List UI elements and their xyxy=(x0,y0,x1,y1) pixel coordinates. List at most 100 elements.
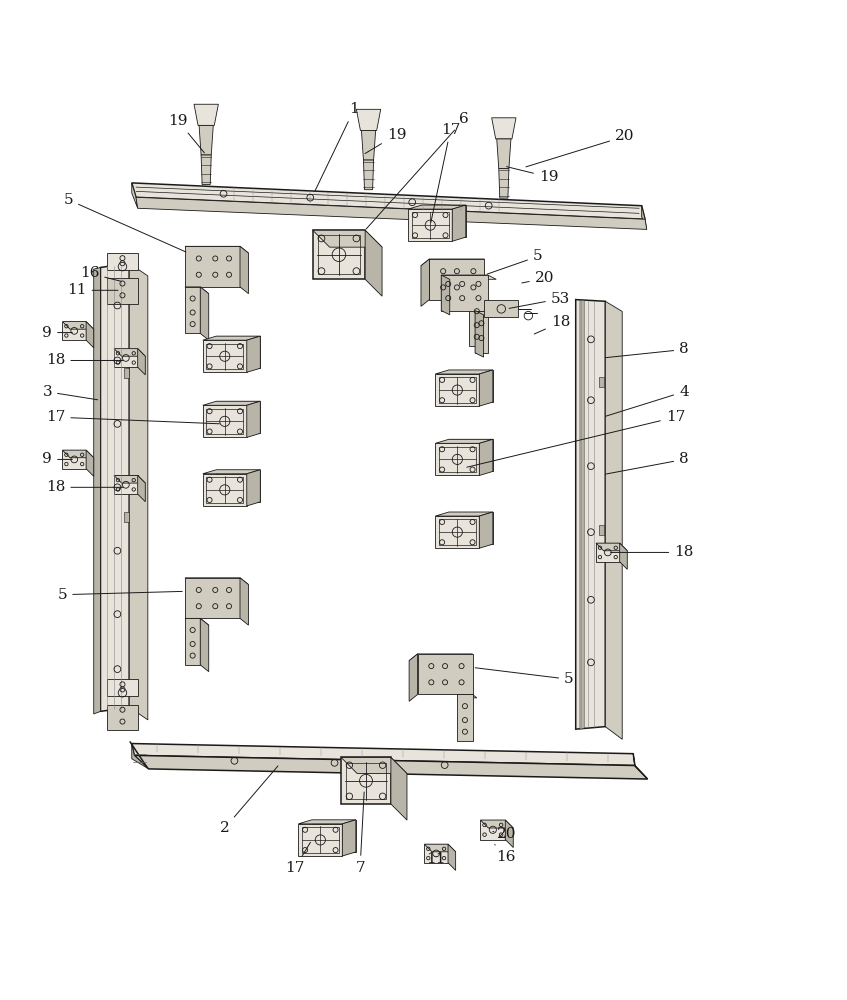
Text: 20: 20 xyxy=(526,129,634,167)
Text: 2: 2 xyxy=(220,766,278,835)
Text: 7: 7 xyxy=(355,792,365,875)
Polygon shape xyxy=(441,275,496,279)
Text: 53: 53 xyxy=(509,292,570,308)
Polygon shape xyxy=(86,450,94,476)
Text: 19: 19 xyxy=(365,128,407,154)
Polygon shape xyxy=(130,263,148,720)
Polygon shape xyxy=(114,475,138,494)
Polygon shape xyxy=(409,654,473,661)
Polygon shape xyxy=(422,205,466,237)
Polygon shape xyxy=(362,130,375,160)
Polygon shape xyxy=(246,336,260,372)
Text: 16: 16 xyxy=(495,844,516,864)
Polygon shape xyxy=(418,654,473,694)
Polygon shape xyxy=(600,377,605,387)
Polygon shape xyxy=(391,757,407,820)
Polygon shape xyxy=(408,205,466,209)
Polygon shape xyxy=(479,370,493,406)
Polygon shape xyxy=(421,259,429,306)
Polygon shape xyxy=(484,300,518,317)
Polygon shape xyxy=(496,139,511,169)
Polygon shape xyxy=(216,401,260,433)
Polygon shape xyxy=(132,183,138,208)
Text: 18: 18 xyxy=(46,480,123,494)
Polygon shape xyxy=(435,439,493,443)
Polygon shape xyxy=(452,205,466,241)
Polygon shape xyxy=(365,230,382,296)
Polygon shape xyxy=(435,370,493,374)
Polygon shape xyxy=(457,694,477,698)
Polygon shape xyxy=(114,475,146,483)
Polygon shape xyxy=(480,820,513,828)
Polygon shape xyxy=(479,512,493,548)
Polygon shape xyxy=(202,340,246,372)
Polygon shape xyxy=(435,512,493,516)
Polygon shape xyxy=(132,744,635,766)
Polygon shape xyxy=(469,300,489,303)
Polygon shape xyxy=(135,755,648,779)
Polygon shape xyxy=(424,844,456,852)
Text: 11: 11 xyxy=(67,283,118,297)
Polygon shape xyxy=(114,349,146,356)
Polygon shape xyxy=(185,578,240,618)
Text: 19: 19 xyxy=(169,114,204,153)
Polygon shape xyxy=(363,160,374,190)
Polygon shape xyxy=(199,125,213,155)
Polygon shape xyxy=(246,401,260,437)
Polygon shape xyxy=(341,757,391,804)
Polygon shape xyxy=(620,543,628,569)
Polygon shape xyxy=(94,267,101,714)
Polygon shape xyxy=(312,820,356,852)
Polygon shape xyxy=(449,512,493,544)
Polygon shape xyxy=(435,374,479,406)
Polygon shape xyxy=(448,844,456,870)
Polygon shape xyxy=(642,206,647,229)
Text: 20: 20 xyxy=(522,271,554,285)
Polygon shape xyxy=(185,618,200,665)
Polygon shape xyxy=(202,336,260,340)
Polygon shape xyxy=(576,300,606,729)
Polygon shape xyxy=(185,618,208,625)
Polygon shape xyxy=(441,275,450,315)
Text: 5: 5 xyxy=(487,249,542,274)
Text: 9: 9 xyxy=(42,452,72,466)
Polygon shape xyxy=(63,322,86,340)
Polygon shape xyxy=(185,287,200,333)
Polygon shape xyxy=(108,705,138,730)
Polygon shape xyxy=(185,287,208,294)
Polygon shape xyxy=(202,470,260,474)
Text: 17: 17 xyxy=(46,410,219,424)
Polygon shape xyxy=(341,757,407,774)
Polygon shape xyxy=(132,744,149,769)
Polygon shape xyxy=(449,370,493,402)
Polygon shape xyxy=(580,300,584,729)
Text: 5: 5 xyxy=(64,193,185,252)
Text: 8: 8 xyxy=(606,342,689,358)
Polygon shape xyxy=(596,543,620,562)
Text: 11: 11 xyxy=(426,852,446,866)
Text: 5: 5 xyxy=(58,588,182,602)
Text: 18: 18 xyxy=(46,353,123,367)
Polygon shape xyxy=(200,287,208,340)
Polygon shape xyxy=(457,694,473,741)
Polygon shape xyxy=(132,183,645,219)
Polygon shape xyxy=(634,754,648,779)
Polygon shape xyxy=(491,118,516,139)
Text: 5: 5 xyxy=(475,668,573,686)
Text: 4: 4 xyxy=(606,385,689,416)
Polygon shape xyxy=(600,525,605,535)
Text: 17: 17 xyxy=(467,410,685,467)
Polygon shape xyxy=(240,246,248,294)
Polygon shape xyxy=(596,543,628,551)
Polygon shape xyxy=(101,263,130,711)
Polygon shape xyxy=(480,820,506,840)
Polygon shape xyxy=(357,109,380,130)
Polygon shape xyxy=(475,311,484,357)
Text: 18: 18 xyxy=(611,545,694,559)
Polygon shape xyxy=(409,654,418,701)
Polygon shape xyxy=(342,820,356,856)
Polygon shape xyxy=(86,322,94,348)
Polygon shape xyxy=(202,405,246,437)
Polygon shape xyxy=(138,349,146,375)
Polygon shape xyxy=(201,155,211,185)
